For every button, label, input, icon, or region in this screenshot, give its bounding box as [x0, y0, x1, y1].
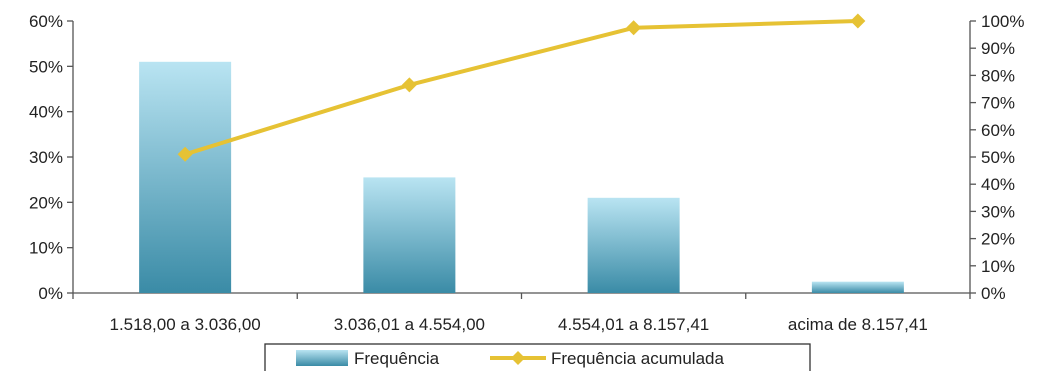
left-tick-label: 60% [29, 12, 63, 31]
left-tick-label: 10% [29, 239, 63, 258]
cumulative-line [177, 13, 866, 162]
right-tick-label: 40% [981, 175, 1015, 194]
bar [363, 177, 456, 293]
right-tick-label: 70% [981, 94, 1015, 113]
bar [139, 61, 232, 293]
legend-box [264, 343, 811, 371]
legend: Frequência Frequência acumulada [264, 343, 811, 371]
legend-marker-swatch [511, 351, 525, 365]
left-tick-label: 50% [29, 57, 63, 76]
right-tick-label: 90% [981, 39, 1015, 58]
left-tick-label: 0% [38, 284, 63, 303]
line-marker [401, 77, 417, 93]
right-tick-label: 50% [981, 148, 1015, 167]
right-tick-label: 60% [981, 121, 1015, 140]
legend-label-frequencia: Frequência [354, 349, 440, 368]
category-label: acima de 8.157,41 [788, 315, 928, 334]
left-tick-label: 40% [29, 103, 63, 122]
bar [587, 197, 680, 293]
left-tick-label: 30% [29, 148, 63, 167]
legend-bar-swatch [296, 350, 348, 366]
category-label: 4.554,01 a 8.157,41 [558, 315, 709, 334]
left-tick-label: 20% [29, 193, 63, 212]
line-marker [177, 146, 193, 162]
line-marker [626, 20, 642, 36]
right-tick-label: 30% [981, 202, 1015, 221]
category-label: 1.518,00 a 3.036,00 [110, 315, 261, 334]
axes: 0% 10% 20% 30% 40% 50% 60% 0% 10% 20% 30% 40% 50% 60%… [29, 12, 1025, 334]
bar [811, 281, 904, 293]
legend-label-frequencia-acumulada: Frequência acumulada [551, 349, 724, 368]
right-tick-label: 10% [981, 257, 1015, 276]
right-tick-label: 20% [981, 230, 1015, 249]
cumulative-line-path [184, 19, 858, 157]
right-tick-label: 80% [981, 66, 1015, 85]
category-label: 3.036,01 a 4.554,00 [334, 315, 485, 334]
bars [139, 61, 904, 293]
line-marker [850, 13, 866, 29]
right-tick-label: 0% [981, 284, 1006, 303]
right-tick-label: 100% [981, 12, 1024, 31]
